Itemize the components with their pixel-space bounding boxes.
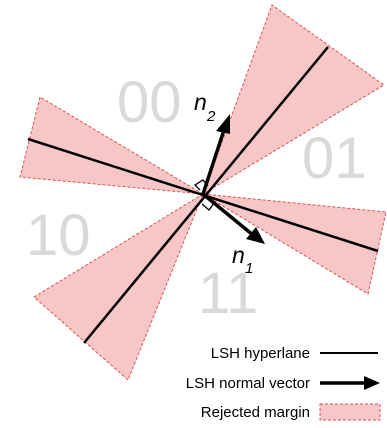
- normal-vector-n1: [201, 192, 265, 244]
- margin-wedge-hyperplane-2: [19, 96, 387, 295]
- margin-wedge-top-right: [202, 4, 385, 196]
- n1-label: n: [232, 242, 245, 268]
- legend-hyperplane-label: LSH hyperlane: [211, 345, 310, 362]
- region-label-01: 01: [302, 126, 367, 191]
- legend-margin-swatch: [319, 403, 381, 421]
- region-label-00: 00: [117, 70, 182, 135]
- n2-subscript: 2: [206, 108, 216, 125]
- margin-wedge-right: [202, 193, 387, 295]
- legend-normal-vector-label: LSH normal vector: [186, 375, 310, 392]
- n1-subscript: 1: [245, 260, 253, 277]
- legend: LSH hyperlane LSH normal vector Rejected…: [186, 345, 381, 421]
- margin-wedge-left: [19, 96, 204, 195]
- normal-vector-n2: [201, 114, 230, 195]
- region-label-10: 10: [26, 203, 91, 268]
- legend-arrow-icon: [320, 376, 380, 390]
- margin-wedge-hyperplane-1: [33, 4, 385, 381]
- region-label-11: 11: [198, 261, 258, 326]
- legend-margin-label: Rejected margin: [201, 404, 310, 421]
- margin-wedge-bottom-left: [33, 192, 205, 381]
- n2-label: n: [194, 89, 207, 115]
